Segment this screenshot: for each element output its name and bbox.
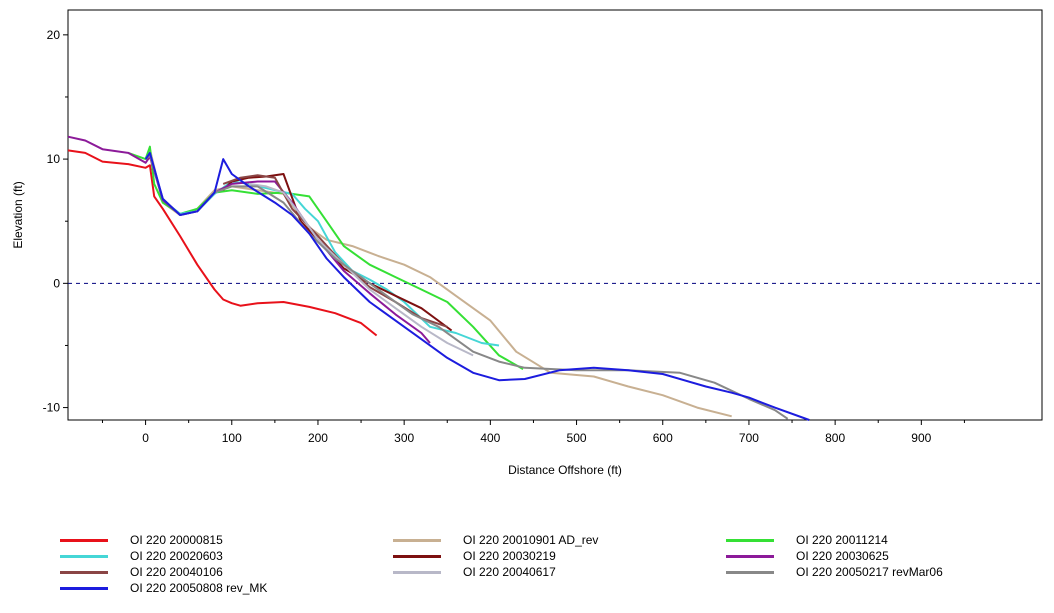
x-tick-label: 200 (308, 431, 328, 445)
y-tick-label: 10 (47, 152, 61, 166)
legend-label: OI 220 20030625 (796, 549, 889, 563)
y-axis-label: Elevation (ft) (11, 181, 25, 248)
legend-swatch (393, 554, 441, 558)
legend-swatch (60, 570, 108, 574)
y-tick-label: 20 (47, 28, 61, 42)
x-tick-label: 900 (911, 431, 931, 445)
legend-label: OI 220 20000815 (130, 533, 223, 547)
x-tick-label: 400 (480, 431, 500, 445)
x-tick-label: 300 (394, 431, 414, 445)
x-tick-label: 100 (222, 431, 242, 445)
series-lines (67, 135, 810, 421)
series-line-5 (67, 135, 431, 344)
legend-label: OI 220 20011214 (796, 533, 888, 547)
legend-item: OI 220 20010901 AD_rev (393, 532, 598, 548)
legend-label: OI 220 20050217 revMar06 (796, 565, 943, 579)
legend-swatch (726, 538, 774, 542)
plot-area (67, 9, 1043, 421)
legend-swatch (60, 554, 108, 558)
x-tick-label: 700 (739, 431, 759, 445)
legend-swatch (726, 570, 774, 574)
legend-label: OI 220 20010901 AD_rev (463, 533, 599, 547)
legend-item: OI 220 20050808 rev_MK (60, 580, 267, 596)
legend-label: OI 220 20040617 (463, 565, 556, 579)
y-tick-label: 0 (53, 276, 60, 290)
x-tick-label: 600 (653, 431, 673, 445)
legend-item: OI 220 20020603 (60, 548, 223, 564)
legend-label: OI 220 20020603 (130, 549, 223, 563)
legend-item: OI 220 20011214 (726, 532, 888, 548)
legend-swatch (60, 538, 108, 542)
y-tick-label: -10 (43, 401, 61, 415)
legend-item: OI 220 20030219 (393, 548, 556, 564)
x-axis-label: Distance Offshore (ft) (508, 463, 622, 477)
legend: OI 220 20000815 OI 220 20010901 AD_rev OI … (60, 532, 1040, 612)
legend-label: OI 220 20050808 rev_MK (130, 581, 268, 595)
legend-item: OI 220 20030625 (726, 548, 889, 564)
series-line-9 (144, 151, 810, 421)
legend-label: OI 220 20040106 (130, 565, 223, 579)
legend-item: OI 220 20000815 (60, 532, 223, 548)
x-tick-label: 800 (825, 431, 845, 445)
axis-ticks: 0 100 200 300 400 500 600 700 800 900 -10 0 10 20 (43, 28, 965, 445)
legend-item: OI 220 20040106 (60, 564, 223, 580)
legend-swatch (726, 554, 774, 558)
legend-swatch (393, 538, 441, 542)
legend-swatch (393, 570, 441, 574)
x-tick-label: 500 (567, 431, 587, 445)
series-line-4 (222, 173, 453, 332)
legend-swatch (60, 586, 108, 590)
x-tick-label: 0 (142, 431, 149, 445)
legend-item: OI 220 20040617 (393, 564, 556, 580)
legend-label: OI 220 20030219 (463, 549, 556, 563)
series-line-0 (67, 149, 378, 337)
legend-item: OI 220 20050217 revMar06 (726, 564, 943, 580)
